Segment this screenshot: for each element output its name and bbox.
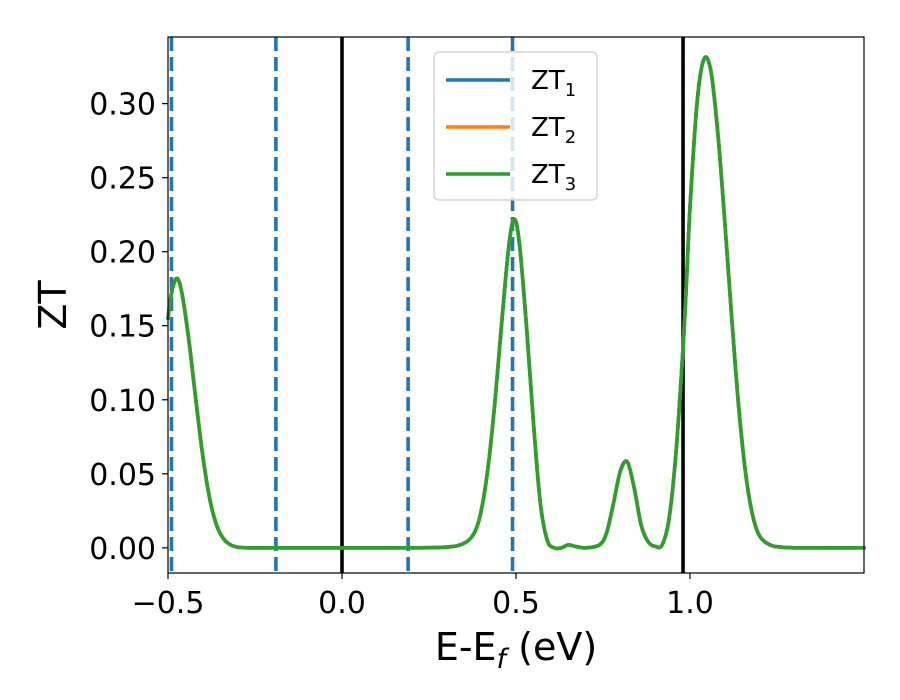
x-tick-label: 1.0 [666, 586, 714, 621]
y-tick-label: 0.25 [89, 162, 156, 197]
legend-box [433, 51, 598, 201]
y-axis-label: ZT [31, 280, 75, 330]
x-tick-label: 0.5 [492, 586, 540, 621]
y-tick-label: 0.10 [89, 384, 156, 419]
vertical-reference-lines [169, 37, 685, 573]
x-axis-ticks: −0.5 0.0 0.5 1.0 [132, 573, 714, 621]
legend: ZT1 ZT2 ZT3 [433, 51, 598, 201]
series-lines [166, 55, 866, 551]
legend-label-zt1: ZT1 [531, 66, 576, 101]
y-axis-ticks: 0.00 0.05 0.10 0.15 0.20 0.25 0.30 [89, 88, 168, 567]
y-tick-label: 0.20 [89, 236, 156, 271]
y-tick-label: 0.00 [89, 532, 156, 567]
series-line-zt3 [166, 55, 866, 551]
x-tick-label: 0.0 [318, 586, 366, 621]
y-tick-label: 0.15 [89, 310, 156, 345]
x-axis-label: E-Ef (eV) [435, 625, 597, 675]
y-tick-label: 0.30 [89, 88, 156, 123]
legend-label-zt2: ZT2 [531, 113, 576, 148]
legend-label-zt3: ZT3 [531, 160, 576, 195]
y-tick-label: 0.05 [89, 458, 156, 493]
x-tick-label: −0.5 [132, 586, 205, 621]
